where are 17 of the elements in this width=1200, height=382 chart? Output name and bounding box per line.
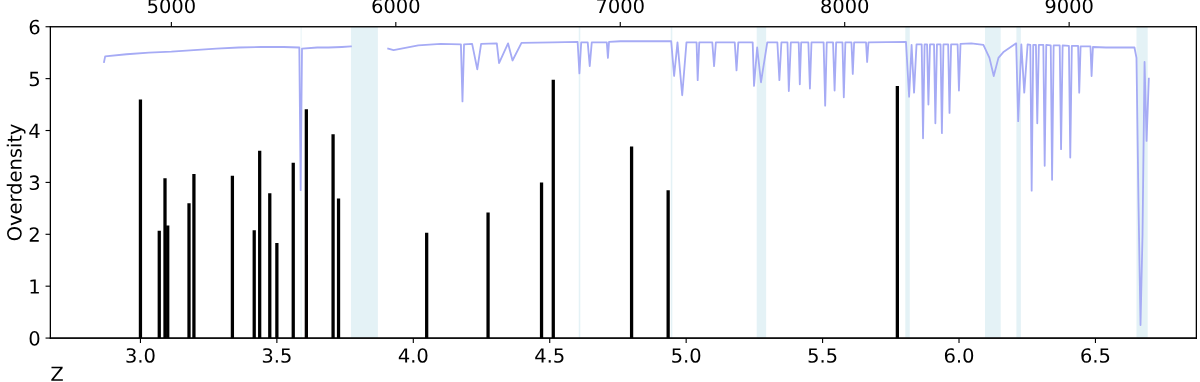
x-tick-label: 5.5 — [808, 348, 837, 363]
x-tick-label: 3.5 — [262, 348, 291, 363]
y-tick-label: 1 — [30, 279, 39, 294]
x-axis-title: Z — [51, 366, 63, 381]
y-tick-label: 4 — [29, 123, 40, 138]
y-axis-title: Overdensity — [6, 124, 26, 241]
y-tick-label: 2 — [29, 227, 39, 242]
y-tick-label: 5 — [29, 71, 39, 87]
x-tick-label: 3.0 — [126, 348, 155, 363]
x-tick-label: 4.5 — [535, 348, 564, 363]
x-tick-label: 6.5 — [1081, 348, 1110, 363]
y-tick-label: 0 — [29, 331, 40, 346]
x-tick-label: 5.0 — [672, 348, 701, 363]
x-tick-label: 4.0 — [398, 348, 428, 363]
y-tick-label: 3 — [29, 175, 40, 191]
x-tick-label: 6.0 — [944, 348, 974, 363]
y-tick-label: 6 — [29, 19, 40, 35]
